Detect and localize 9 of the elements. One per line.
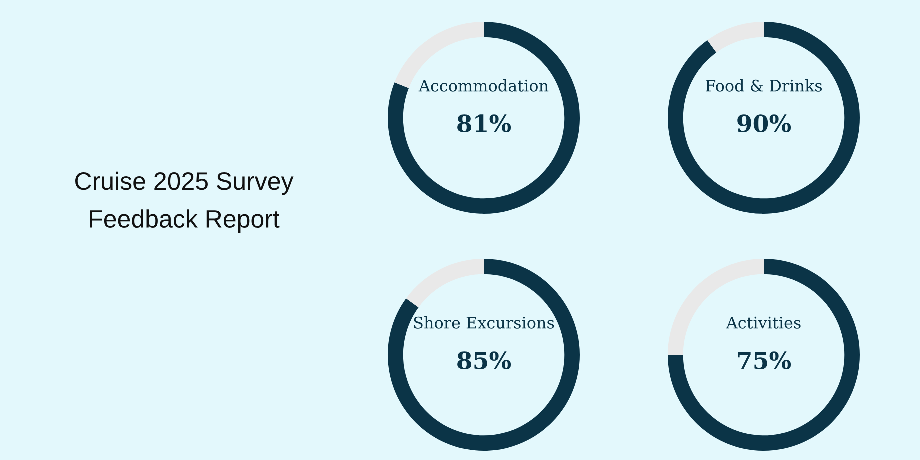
data-label: 85% — [458, 352, 512, 370]
data-label: 81% — [458, 114, 512, 133]
slice-label: Accommodation — [418, 80, 549, 92]
data-label: 90% — [738, 114, 792, 133]
slice-label: Shore Excursions — [414, 316, 554, 329]
slice-label: Activities — [726, 316, 801, 329]
data-label: 75% — [738, 352, 792, 370]
text: Cruise 2025 Survey Feedback Report — [76, 172, 294, 233]
slice-label: Food & Drinks — [706, 80, 822, 92]
